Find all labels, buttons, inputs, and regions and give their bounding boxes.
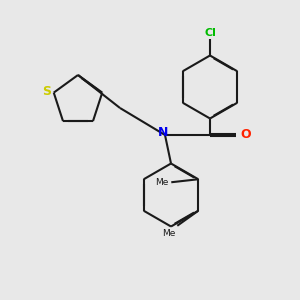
Text: S: S — [42, 85, 51, 98]
Text: O: O — [240, 128, 250, 142]
Text: Me: Me — [162, 229, 176, 238]
Text: Cl: Cl — [204, 28, 216, 38]
Text: N: N — [158, 125, 169, 139]
Text: Me: Me — [155, 178, 168, 187]
